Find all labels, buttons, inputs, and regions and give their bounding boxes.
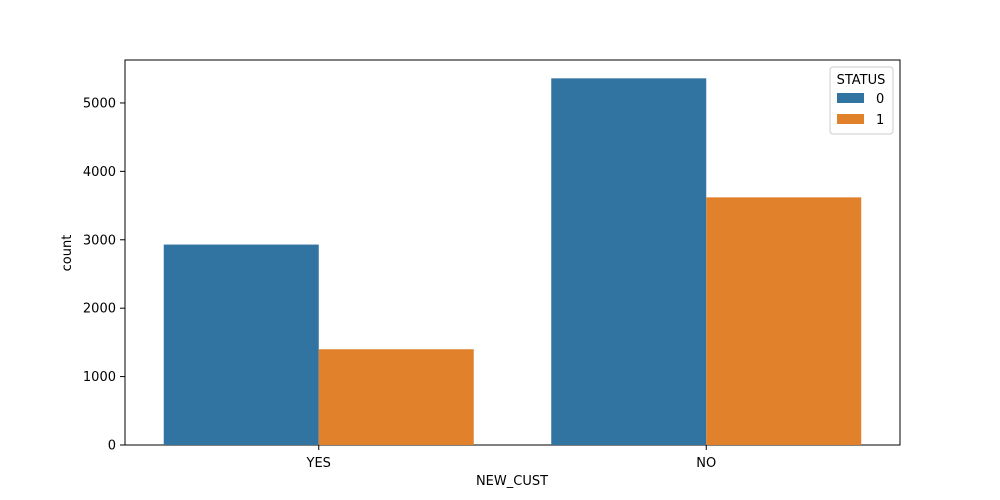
x-tick-label-no: NO <box>696 456 716 471</box>
y-tick-label: 3000 <box>83 233 116 248</box>
y-tick-label: 2000 <box>83 302 116 317</box>
legend-label-1: 1 <box>876 113 884 128</box>
legend: STATUS 0 1 <box>829 66 894 135</box>
y-axis-label: count <box>60 235 75 272</box>
bar-yes-status-0 <box>163 244 319 445</box>
x-axis: YES NO <box>306 445 716 471</box>
y-axis: 0 1000 2000 3000 4000 5000 <box>83 96 125 454</box>
y-tick-label: 1000 <box>83 370 116 385</box>
legend-label-0: 0 <box>876 92 884 107</box>
bar-no-status-0 <box>551 78 707 445</box>
x-tick-label-yes: YES <box>306 456 331 471</box>
legend-swatch-0 <box>837 93 864 103</box>
legend-title: STATUS <box>837 73 886 88</box>
y-tick-label: 4000 <box>83 165 116 180</box>
plot-area <box>124 59 901 446</box>
x-axis-label: NEW_CUST <box>476 474 548 489</box>
legend-swatch-1 <box>837 114 864 124</box>
bars-group <box>163 78 862 445</box>
y-tick-label: 0 <box>108 439 116 454</box>
bar-no-status-1 <box>706 197 862 445</box>
y-tick-label: 5000 <box>83 96 116 111</box>
bar-yes-status-1 <box>318 349 474 445</box>
